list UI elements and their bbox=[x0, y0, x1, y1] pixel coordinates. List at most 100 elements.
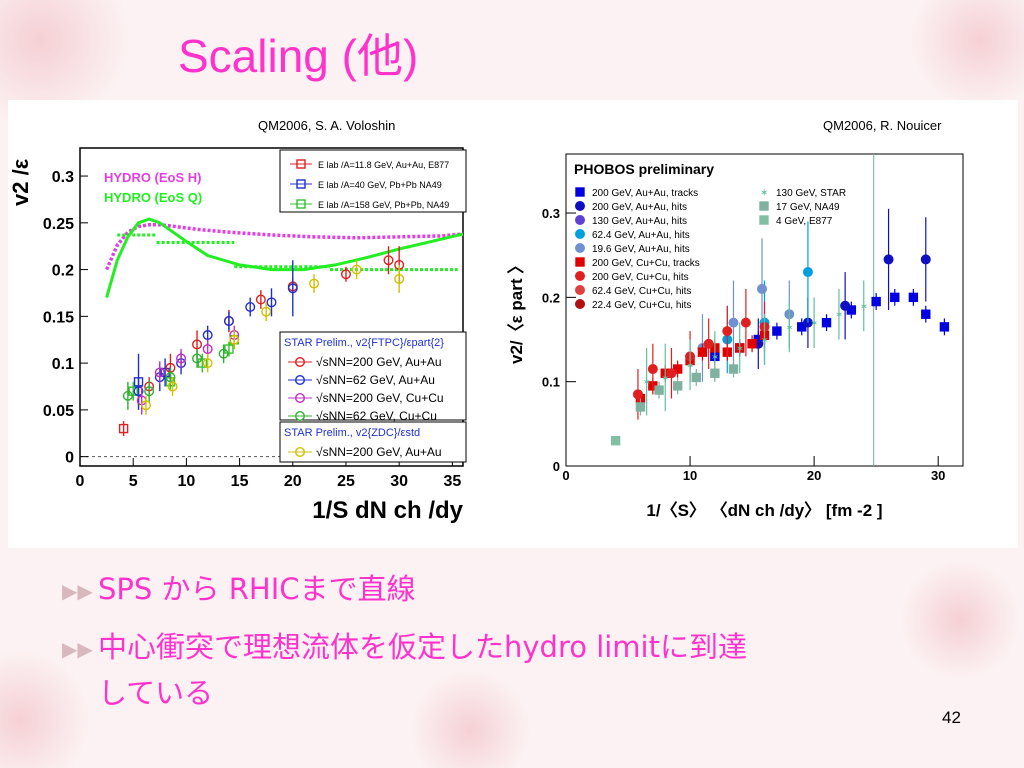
legend-entry: 62.4 GeV, Au+Au, hits bbox=[592, 230, 690, 241]
legend-marker bbox=[295, 411, 306, 422]
data-point: ✶ bbox=[835, 310, 843, 321]
data-point bbox=[133, 386, 144, 397]
y-tick-label: 0.1 bbox=[52, 356, 74, 373]
legend-star-entry: √sNN=62 GeV, Au+Au bbox=[316, 373, 435, 387]
data-point bbox=[351, 264, 362, 275]
data-point bbox=[802, 267, 813, 278]
data-point bbox=[772, 326, 782, 336]
data-point bbox=[740, 317, 751, 328]
hydro-label-eos-h: HYDRO (EoS H) bbox=[104, 170, 202, 185]
x-tick-label: 30 bbox=[931, 468, 945, 483]
data-point bbox=[883, 254, 894, 265]
data-point bbox=[920, 254, 931, 265]
y-axis-label: v2/〈ε part 〉 bbox=[506, 257, 526, 364]
legend-marker bbox=[575, 257, 585, 267]
legend-top-text: E lab /A=158 GeV, Pb+Pb, NA49 bbox=[318, 200, 449, 210]
x-tick-label: 20 bbox=[284, 473, 302, 490]
data-point bbox=[647, 364, 658, 375]
x-tick-label: 10 bbox=[683, 468, 697, 483]
legend-entry: 130 GeV, Au+Au, hits bbox=[592, 216, 687, 227]
legend-marker bbox=[574, 214, 585, 225]
x-tick-label: 5 bbox=[129, 473, 138, 490]
data-point bbox=[747, 339, 757, 349]
y-axis-label: v2 /ε bbox=[8, 158, 33, 206]
legend-marker bbox=[295, 393, 306, 404]
legend-entry: 200 GeV, Au+Au, hits bbox=[592, 202, 687, 213]
data-point bbox=[266, 297, 277, 308]
data-point bbox=[871, 296, 881, 307]
legend-star-entry: √sNN=200 GeV, Cu+Cu bbox=[316, 391, 444, 405]
y-tick-label: 0.25 bbox=[43, 216, 74, 233]
chart-credit-left: QM2006, S. A. Voloshin bbox=[258, 118, 396, 133]
data-point bbox=[703, 338, 714, 349]
data-point bbox=[192, 339, 203, 350]
legend-marker bbox=[574, 242, 585, 253]
legend-marker bbox=[574, 270, 585, 281]
legend-marker bbox=[295, 356, 306, 367]
data-point bbox=[666, 368, 677, 379]
legend-star-box bbox=[279, 331, 467, 421]
legend-marker bbox=[759, 201, 769, 211]
legend-marker bbox=[295, 374, 306, 385]
data-point bbox=[167, 381, 178, 392]
x-tick-label: 0 bbox=[562, 468, 569, 483]
data-point bbox=[654, 385, 664, 395]
data-point bbox=[728, 364, 739, 374]
x-tick-label: 25 bbox=[337, 473, 355, 490]
hydro-curve-eos-q bbox=[105, 217, 464, 299]
y-tick-label: 0 bbox=[553, 459, 560, 474]
legend-star-entry: √sNN=62 GeV, Cu+Cu bbox=[316, 409, 437, 423]
figure-panel: QM2006, S. A. Voloshin QM2006, R. Nouice… bbox=[8, 100, 1018, 548]
data-point bbox=[223, 316, 234, 327]
data-point bbox=[229, 334, 240, 345]
data-point bbox=[908, 292, 919, 303]
legend-top-text: E lab /A=11.8 GeV, Au+Au, E877 bbox=[318, 160, 449, 170]
slide-title: Scaling (他) bbox=[178, 30, 419, 82]
data-point bbox=[728, 317, 739, 328]
data-point bbox=[202, 330, 213, 341]
data-point bbox=[722, 326, 733, 337]
legend-star-header: STAR Prelim., v2{FTPC}/εpart{2} bbox=[284, 337, 444, 349]
legend-top-box bbox=[279, 149, 467, 213]
legend-entry: 200 GeV, Au+Au, tracks bbox=[592, 188, 698, 199]
data-point bbox=[383, 255, 394, 266]
x-axis-label: 1/〈S〉 〈dN ch /dy〉 [fm -2 ] bbox=[646, 500, 882, 520]
data-point bbox=[165, 372, 176, 383]
data-point bbox=[840, 300, 851, 311]
legend-marker bbox=[296, 159, 306, 169]
data-point bbox=[632, 389, 643, 400]
data-point: ✶ bbox=[711, 352, 719, 363]
x-tick-label: 35 bbox=[443, 473, 461, 490]
legend-entry: 19.6 GeV, Au+Au, hits bbox=[592, 244, 690, 255]
data-point bbox=[245, 301, 256, 312]
data-point bbox=[192, 353, 203, 364]
data-point bbox=[672, 381, 683, 391]
legend-marker bbox=[759, 215, 769, 225]
legend-entry: 200 GeV, Cu+Cu, tracks bbox=[592, 258, 700, 269]
data-point bbox=[140, 400, 151, 411]
hydro-label-eos-q: HYDRO (EoS Q) bbox=[104, 190, 202, 205]
phobos-scaling-chart-right: 0 10 20 30 0 0.1 0.2 0.3 1/〈S〉 〈dN ch /dy〉 [fm -… bbox=[506, 153, 964, 520]
legend-entry: 62.4 GeV, Cu+Cu, hits bbox=[592, 286, 691, 297]
data-point: ✶ bbox=[686, 361, 694, 372]
bullet-item-2: ▶▶ 中心衝突で理想流体を仮定したhydro limitに到達 bbox=[62, 624, 747, 666]
y-tick-label: 0.3 bbox=[52, 169, 74, 186]
legend-marker bbox=[575, 187, 585, 197]
data-point: ✶ bbox=[643, 378, 651, 389]
data-point bbox=[394, 273, 405, 284]
legend-marker bbox=[574, 298, 585, 309]
chart-credit-right: QM2006, R. Nouicer bbox=[823, 118, 942, 133]
data-point bbox=[309, 278, 320, 289]
bullet-text: 中心衝突で理想流体を仮定したhydro limitに到達 bbox=[98, 630, 747, 664]
bullet-arrow-icon: ▶▶ bbox=[62, 637, 93, 661]
x-tick-label: 0 bbox=[76, 473, 85, 490]
x-tick-label: 20 bbox=[807, 468, 821, 483]
data-point: ✶ bbox=[761, 336, 769, 347]
data-point: ✶ bbox=[810, 319, 818, 330]
legend-marker: ✶ bbox=[760, 188, 768, 199]
x-tick-label: 30 bbox=[390, 473, 408, 490]
y-tick-label: 0.15 bbox=[43, 309, 74, 326]
data-point bbox=[939, 322, 950, 332]
bullet-item-1: ▶▶ SPS から RHICまで直線 bbox=[62, 566, 416, 608]
x-axis-label: 1/S dN ch /dy bbox=[312, 497, 463, 524]
